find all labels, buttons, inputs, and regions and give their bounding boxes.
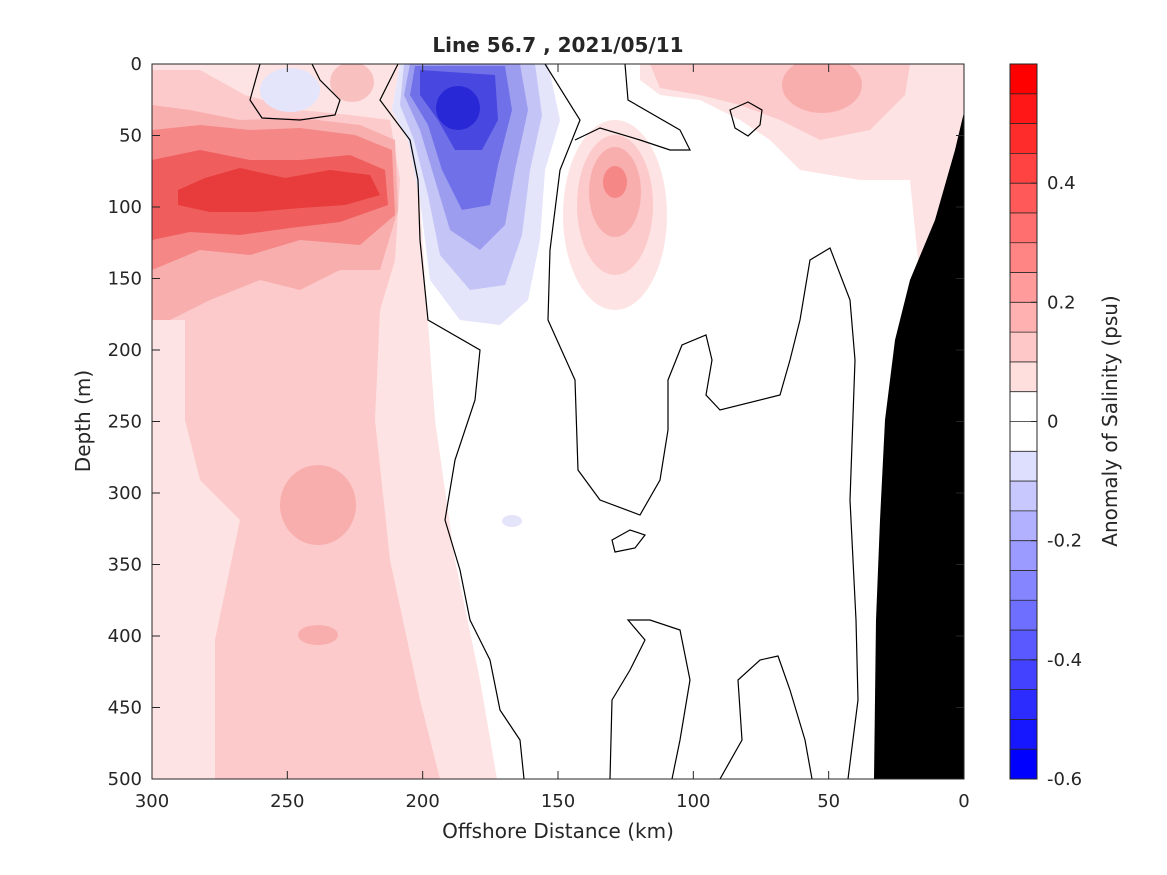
zero-contour-line [729, 101, 763, 137]
y-tick-label: 100 [108, 197, 142, 218]
contour-band-positive-mid-core [603, 166, 627, 198]
colorbar-segment [1010, 510, 1037, 541]
contour-band-positive-surface-patch [330, 64, 374, 102]
zero-contours [249, 64, 859, 779]
colorbar-tick-label: -0.4 [1047, 650, 1082, 671]
y-tick-label: 500 [108, 769, 142, 790]
colorbar-segment [1010, 153, 1037, 184]
x-axis: 300 250 200 150 100 50 0 [135, 64, 970, 812]
zero-contour-line [379, 64, 525, 779]
x-tick-label: 250 [270, 791, 304, 812]
colorbar-label: Anomaly of Salinity (psu) [1098, 295, 1122, 546]
y-axis: 0 50 100 150 200 250 300 350 400 450 500 [108, 54, 964, 790]
colorbar-segment [1010, 630, 1037, 660]
zero-contour-line [574, 64, 691, 151]
colorbar-segment [1010, 659, 1037, 690]
zero-contour-line [249, 64, 341, 121]
y-tick-label: 450 [108, 698, 142, 719]
contour-band-positive-core [178, 168, 380, 212]
colorbar-segment [1010, 719, 1037, 750]
colorbar-segment [1010, 749, 1037, 779]
contour-band-negative-offshore-patch [260, 68, 320, 112]
anomaly-field [152, 64, 964, 779]
contour-band-negative-core [436, 86, 480, 130]
colorbar-segment [1010, 361, 1037, 392]
contour-band-positive-deep-spot [298, 625, 338, 645]
x-tick-label: 50 [817, 791, 840, 812]
y-tick-label: 200 [108, 340, 142, 361]
y-tick-label: 150 [108, 269, 142, 290]
y-tick-label: 350 [108, 555, 142, 576]
colorbar-segment [1010, 332, 1037, 362]
zero-contour-line [609, 619, 691, 779]
colorbar-tick-label: 0.4 [1047, 173, 1076, 194]
bathymetry-mask [874, 112, 964, 779]
y-axis-label: Depth (m) [71, 370, 95, 472]
colorbar-segment [1010, 302, 1037, 333]
colorbar-segment [1010, 183, 1037, 213]
x-tick-label: 200 [405, 791, 439, 812]
colorbar-segment [1010, 93, 1037, 124]
colorbar-segment [1010, 540, 1037, 571]
y-tick-label: 300 [108, 483, 142, 504]
chart-title: Line 56.7 , 2021/05/11 [432, 33, 683, 57]
y-tick-label: 250 [108, 412, 142, 433]
x-tick-label: 300 [135, 791, 169, 812]
x-tick-label: 100 [676, 791, 710, 812]
x-tick-label: 150 [541, 791, 575, 812]
contour-band-positive-deep-lobe [280, 465, 356, 545]
colorbar-segment [1010, 272, 1037, 303]
colorbar-tick-label: -0.6 [1047, 769, 1082, 790]
colorbar-segment [1010, 242, 1037, 273]
zero-contour-line [544, 64, 859, 779]
colorbar-tick-label: 0 [1047, 412, 1058, 433]
colorbar-tick-label: -0.2 [1047, 531, 1082, 552]
colorbar-segment [1010, 689, 1037, 720]
colorbar-segment [1010, 123, 1037, 154]
colorbar-segment [1010, 570, 1037, 601]
y-tick-label: 50 [119, 126, 142, 147]
zero-contour-line [719, 655, 813, 779]
y-tick-label: 400 [108, 626, 142, 647]
colorbar-segment [1010, 212, 1037, 243]
colorbar-segment [1010, 64, 1037, 94]
colorbar: 0.4 0.2 0 -0.2 -0.4 -0.6 [1009, 63, 1082, 790]
contour-band-positive-nearshore-core [782, 64, 862, 113]
x-axis-label: Offshore Distance (km) [442, 819, 674, 843]
colorbar-segment [1010, 451, 1037, 482]
contour-band-negative-deep-patch [502, 515, 522, 527]
x-tick-label: 0 [958, 791, 969, 812]
colorbar-tick-label: 0.2 [1047, 292, 1076, 313]
contour-band-positive-nearshore [640, 64, 964, 280]
zero-contour-line [611, 529, 646, 553]
plot-area [152, 64, 964, 779]
colorbar-segment [1010, 481, 1037, 511]
colorbar-segment [1010, 421, 1037, 452]
y-tick-label: 0 [131, 54, 142, 75]
colorbar-segment [1010, 600, 1037, 631]
colorbar-segment [1010, 391, 1037, 422]
